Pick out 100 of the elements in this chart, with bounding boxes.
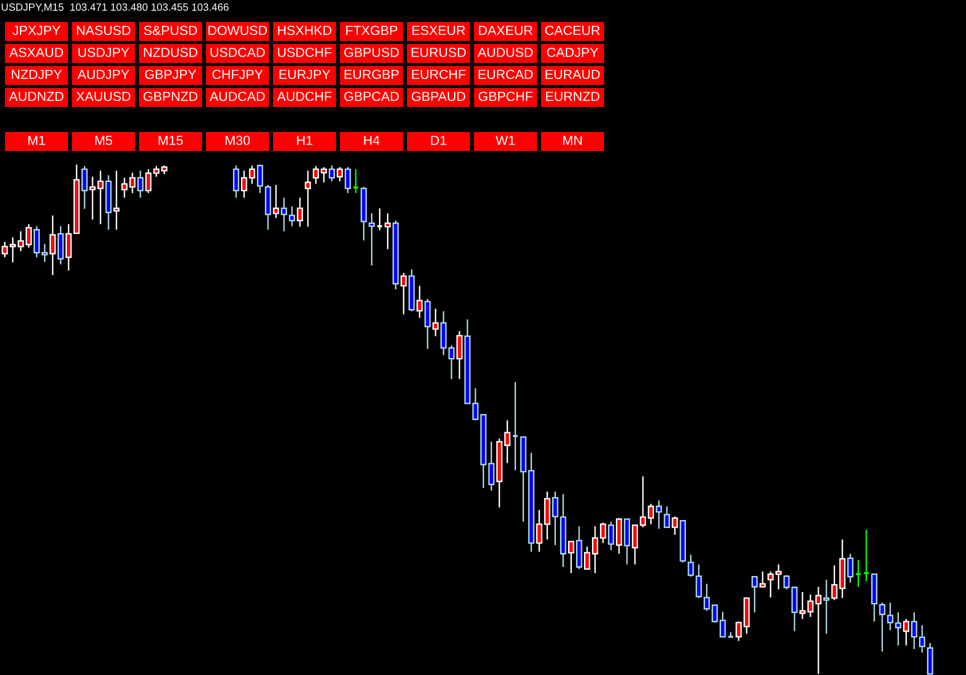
candlestick	[911, 612, 918, 650]
text: CACEUR	[545, 26, 600, 36]
candlestick	[815, 586, 822, 675]
candlestick	[296, 196, 304, 228]
text: GBPCAD	[344, 92, 399, 102]
text: EURCHF	[412, 70, 466, 80]
candlestick	[767, 570, 774, 598]
candlestick	[89, 176, 96, 220]
candlestick	[288, 206, 296, 227]
text: AUDNZD	[9, 92, 64, 102]
text: GBPJPY	[145, 70, 196, 80]
candlestick	[903, 618, 910, 646]
candlestick	[432, 308, 439, 337]
candlestick	[448, 344, 455, 380]
candlestick	[656, 500, 662, 530]
candlestick	[736, 620, 742, 642]
text: AUDCAD	[210, 92, 265, 102]
text: GBPAUD	[412, 92, 466, 102]
candlestick	[376, 208, 384, 231]
candlestick	[336, 166, 343, 182]
text: ASXAUD	[9, 48, 63, 58]
text: EURGBP	[344, 70, 399, 80]
text: AUDJPY	[78, 70, 130, 80]
candlestick	[416, 285, 423, 319]
candlestick	[672, 516, 678, 536]
candlestick	[854, 559, 862, 588]
text: D1	[431, 136, 446, 145]
candlestick	[280, 196, 288, 232]
text: EURJPY	[280, 70, 330, 80]
text: M5	[95, 136, 112, 146]
candlestick	[145, 168, 152, 194]
text: EURCAD	[478, 70, 533, 80]
text: EURAUD	[546, 70, 600, 80]
candlestick	[488, 440, 494, 492]
candlestick	[608, 520, 614, 551]
candlestick	[752, 576, 758, 614]
candlestick	[632, 524, 638, 566]
candlestick	[304, 170, 311, 228]
candlestick	[344, 166, 351, 194]
text: M30	[226, 136, 250, 146]
candlestick	[368, 212, 375, 266]
text: M15	[158, 136, 183, 146]
candlestick	[137, 170, 144, 198]
candlestick	[50, 214, 56, 276]
candlestick	[807, 594, 814, 618]
text: M1	[28, 136, 46, 145]
candlestick	[592, 526, 598, 574]
text: USDCHF	[278, 48, 332, 58]
text: ESXEUR	[412, 26, 466, 36]
text: GBPNZD	[144, 92, 198, 102]
text: S&PUSD	[144, 26, 197, 36]
text: NASUSD	[77, 26, 130, 36]
text: W1	[496, 136, 515, 145]
candlestick	[272, 184, 280, 219]
candlestick	[640, 476, 646, 528]
candlestick	[113, 170, 120, 230]
text: USDCAD	[210, 48, 265, 58]
candlestick	[799, 591, 806, 620]
text: NZDJPY	[12, 70, 62, 80]
candlestick	[919, 624, 926, 654]
candlestick	[66, 223, 72, 272]
candlestick	[384, 212, 391, 250]
candlestick	[648, 503, 654, 525]
candlestick	[847, 553, 854, 583]
candlestick	[456, 330, 463, 380]
text: DAXEUR	[479, 26, 532, 36]
text: EURNZD	[546, 92, 600, 102]
text: CADJPY	[547, 48, 598, 58]
candlestick	[233, 164, 240, 198]
candlestick	[248, 164, 256, 185]
candlestick	[760, 570, 766, 588]
candlestick	[241, 170, 248, 198]
candlestick	[775, 564, 782, 590]
candlestick	[831, 564, 838, 601]
text: GBPUSD	[344, 48, 399, 58]
text: DOWUSD	[208, 26, 267, 36]
text: USDJPY	[78, 48, 130, 58]
text: GBPCHF	[478, 92, 532, 102]
candlestick	[320, 166, 327, 184]
text: H4	[364, 136, 380, 145]
text: AUDCHF	[277, 92, 332, 102]
candlestick	[664, 506, 670, 528]
candlestick	[512, 381, 519, 471]
candlestick	[600, 522, 606, 544]
text: AUDUSD	[478, 48, 533, 58]
text: H1	[297, 136, 312, 145]
candlestick	[121, 177, 128, 198]
candlestick	[400, 272, 407, 316]
chart-title: USDJPY,M15 103.471 103.480 103.455 103.466	[2, 3, 229, 12]
candlestick	[312, 165, 319, 185]
candlestick	[256, 164, 264, 194]
candlestick	[568, 540, 574, 574]
candlestick	[328, 164, 335, 182]
text: HSXHKD	[278, 26, 332, 36]
candlestick	[783, 574, 790, 590]
candlestick	[823, 579, 830, 634]
candlestick	[584, 546, 590, 570]
candlestick	[81, 165, 88, 210]
candlestick	[862, 529, 870, 582]
text: XAUUSD	[76, 92, 130, 102]
